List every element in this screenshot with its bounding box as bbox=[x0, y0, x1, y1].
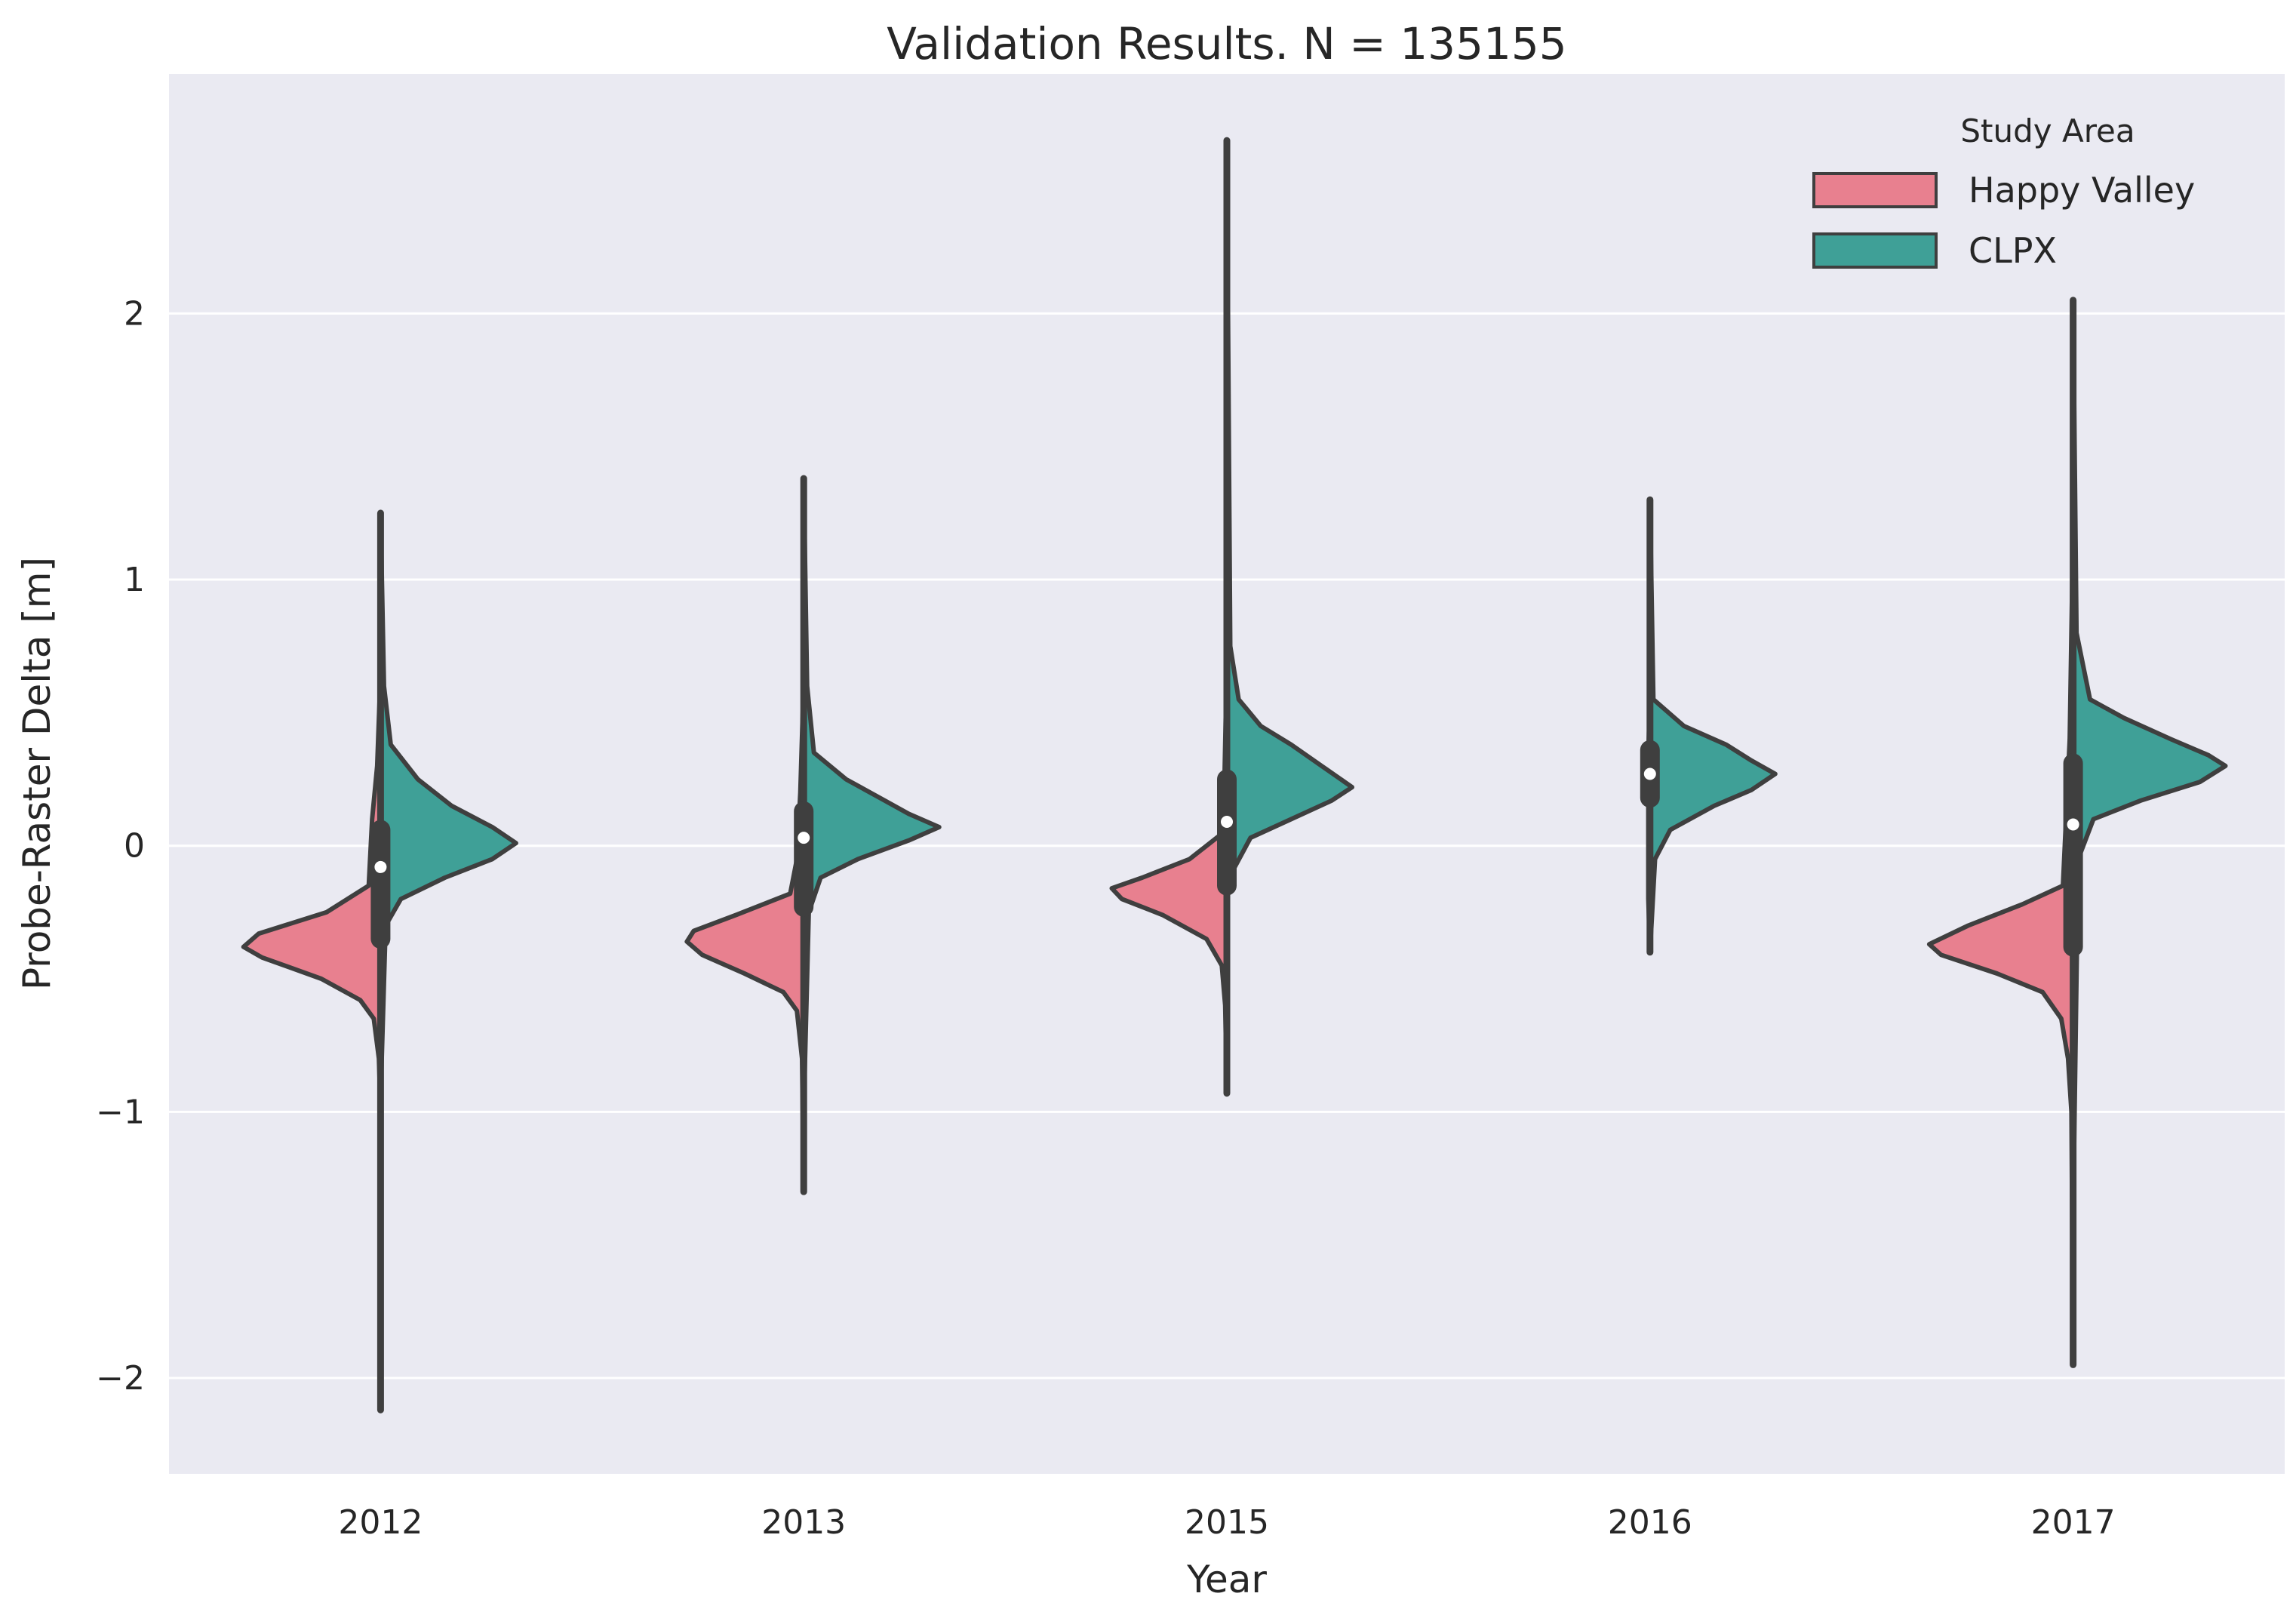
legend-label-happy-valley: Happy Valley bbox=[1969, 170, 2195, 211]
x-tick-label: 2015 bbox=[1185, 1503, 1269, 1542]
y-tick-label: 2 bbox=[124, 294, 145, 333]
y-tick-labels: −2 −1 0 1 2 bbox=[96, 294, 145, 1398]
median-marker-2017 bbox=[2067, 818, 2079, 831]
y-tick-label: −1 bbox=[96, 1093, 145, 1131]
legend-title: Study Area bbox=[1960, 112, 2135, 149]
x-tick-label: 2013 bbox=[761, 1503, 846, 1542]
legend-swatch-clpx bbox=[1812, 232, 1938, 269]
x-tick-labels: 2012 2013 2015 2016 2017 bbox=[338, 1503, 2115, 1542]
y-axis-label: Probe-Raster Delta [m] bbox=[15, 557, 59, 990]
legend-label-clpx: CLPX bbox=[1969, 230, 2057, 271]
chart-title: Validation Results. N = 135155 bbox=[887, 18, 1566, 69]
x-tick-label: 2017 bbox=[2031, 1503, 2116, 1542]
median-marker-2015 bbox=[1221, 815, 1233, 828]
median-marker-2012 bbox=[374, 860, 387, 873]
x-tick-label: 2012 bbox=[338, 1503, 423, 1542]
x-axis-label: Year bbox=[1186, 1558, 1267, 1601]
y-tick-label: 0 bbox=[124, 827, 145, 866]
y-tick-label: 1 bbox=[124, 561, 145, 599]
median-marker-2013 bbox=[798, 832, 810, 844]
y-tick-label: −2 bbox=[96, 1359, 145, 1398]
median-marker-2016 bbox=[1643, 767, 1656, 780]
box-summaries bbox=[370, 137, 2083, 1413]
legend-swatch-happy-valley bbox=[1812, 172, 1938, 208]
legend: Study Area Happy Valley CLPX bbox=[1812, 112, 2195, 271]
x-tick-label: 2016 bbox=[1608, 1503, 1692, 1542]
